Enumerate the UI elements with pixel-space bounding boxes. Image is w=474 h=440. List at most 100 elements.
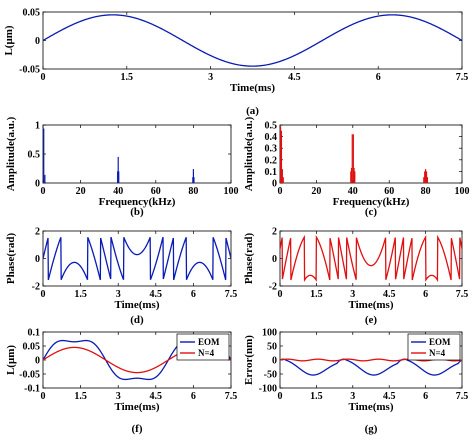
y-axis-label-f: L(μm) bbox=[5, 345, 17, 375]
x-tick-label-a: 6 bbox=[376, 72, 381, 83]
x-tick-label-f: 0 bbox=[41, 391, 46, 402]
y-tick-label-b: 0.5 bbox=[28, 150, 41, 161]
x-axis-label-c: Frequency(kHz) bbox=[333, 196, 410, 208]
y-tick-label-e: 2 bbox=[272, 227, 277, 238]
x-tick-label-g: 3 bbox=[350, 391, 355, 402]
chart-panel-g: 0 1.5 3 4.5 6 7.5-100-50050100Time(ms)Error(n… bbox=[243, 328, 468, 436]
x-tick-label-a: 0 bbox=[41, 72, 46, 83]
x-tick-label-e: 7.5 bbox=[456, 289, 469, 300]
y-axis-label-c: Amplitude(a.u.) bbox=[243, 116, 255, 191]
x-axis-label-f: Time(ms) bbox=[114, 401, 159, 413]
x-tick-label-c: 100 bbox=[455, 186, 470, 197]
x-axis-label-g: Time(ms) bbox=[348, 401, 393, 413]
y-tick-label-f: 0 bbox=[35, 356, 40, 367]
x-tick-label-e: 0 bbox=[278, 289, 283, 300]
y-tick-label-f: -0.1 bbox=[24, 384, 40, 395]
x-tick-label-e: 3 bbox=[350, 289, 355, 300]
x-tick-label-g: 0 bbox=[278, 391, 283, 402]
x-tick-label-f: 7.5 bbox=[225, 391, 238, 402]
y-tick-label-c: 0.5 bbox=[265, 121, 278, 132]
x-tick-label-b: 80 bbox=[188, 186, 198, 197]
x-tick-label-f: 6 bbox=[191, 391, 196, 402]
x-tick-label-d: 7.5 bbox=[225, 289, 238, 300]
legend-label-g: N=4 bbox=[429, 348, 446, 358]
y-tick-label-g: -100 bbox=[259, 384, 277, 395]
x-tick-label-b: 20 bbox=[76, 186, 86, 197]
y-tick-label-f: -0.05 bbox=[19, 370, 40, 381]
y-tick-label-g: 100 bbox=[262, 328, 277, 339]
legend-box-f bbox=[176, 333, 230, 361]
y-tick-label-d: -2 bbox=[32, 282, 40, 293]
plot-area-c bbox=[279, 124, 463, 184]
y-tick-label-e: -2 bbox=[269, 282, 277, 293]
x-tick-label-d: 6 bbox=[191, 289, 196, 300]
caption-a: (a) bbox=[246, 105, 259, 117]
x-tick-label-b: 0 bbox=[41, 186, 46, 197]
x-tick-label-a: 4.5 bbox=[288, 72, 301, 83]
legend-label-g: EOM bbox=[429, 337, 451, 347]
series-line-d-0 bbox=[43, 236, 231, 281]
x-tick-label-d: 4.5 bbox=[150, 289, 163, 300]
x-tick-label-a: 3 bbox=[208, 72, 213, 83]
y-tick-label-e: 0 bbox=[272, 254, 277, 265]
x-tick-label-g: 7.5 bbox=[456, 391, 469, 402]
y-axis-label-d: Phase(rad) bbox=[5, 233, 17, 285]
x-tick-label-c: 60 bbox=[384, 186, 394, 197]
x-tick-label-f: 4.5 bbox=[150, 391, 163, 402]
x-tick-label-g: 4.5 bbox=[383, 391, 396, 402]
plot-area-b bbox=[42, 124, 232, 184]
x-tick-label-b: 100 bbox=[224, 186, 239, 197]
caption-e: (e) bbox=[365, 314, 378, 326]
y-axis-label-g: Error(nm) bbox=[243, 335, 255, 385]
y-tick-label-f: 0.1 bbox=[28, 328, 41, 339]
caption-d: (d) bbox=[130, 314, 144, 326]
series-line-a-0 bbox=[43, 14, 462, 67]
y-tick-label-c: 0 bbox=[272, 179, 277, 190]
chart-panel-f: 0 1.5 3 4.5 6 7.5-0.1-0.0500.050.1Time(ms)L(μ… bbox=[5, 328, 237, 436]
y-tick-label-c: 0.4 bbox=[265, 132, 278, 143]
x-tick-label-c: 20 bbox=[311, 186, 321, 197]
x-axis-label-b: Frequency(kHz) bbox=[99, 196, 176, 208]
plot-area-d bbox=[42, 230, 232, 287]
series-line-e-0 bbox=[280, 234, 462, 283]
y-tick-label-d: 2 bbox=[35, 227, 40, 238]
x-tick-label-e: 6 bbox=[423, 289, 428, 300]
y-tick-label-b: 0 bbox=[35, 179, 40, 190]
x-tick-label-c: 80 bbox=[421, 186, 431, 197]
y-tick-label-a: 0 bbox=[35, 36, 40, 47]
x-tick-label-c: 40 bbox=[348, 186, 358, 197]
chart-panel-b: 0 20 40 60 80 100 0 0.5 1 Frequency(kHz) Amplitude… bbox=[5, 116, 239, 218]
y-tick-label-a: -0.05 bbox=[19, 65, 40, 76]
x-axis-label-e: Time(ms) bbox=[348, 299, 393, 311]
y-axis-label-a: L(μm) bbox=[3, 25, 15, 55]
y-tick-label-c: 0.2 bbox=[265, 155, 278, 166]
x-tick-label-g: 1.5 bbox=[310, 391, 323, 402]
plot-area-a bbox=[42, 11, 463, 70]
y-tick-label-c: 0.1 bbox=[265, 167, 278, 178]
x-tick-label-d: 0 bbox=[41, 289, 46, 300]
y-tick-label-c: 0.3 bbox=[265, 144, 278, 155]
x-tick-label-e: 4.5 bbox=[383, 289, 396, 300]
x-tick-label-g: 6 bbox=[423, 391, 428, 402]
caption-c: (c) bbox=[365, 206, 378, 218]
x-axis-label-a: Time(ms) bbox=[230, 82, 275, 94]
x-tick-label-a: 7.5 bbox=[456, 72, 469, 83]
y-tick-label-g: -50 bbox=[264, 370, 277, 381]
y-tick-label-g: 0 bbox=[272, 356, 277, 367]
x-tick-label-a: 1.5 bbox=[121, 72, 134, 83]
y-axis-label-b: Amplitude(a.u.) bbox=[5, 116, 17, 191]
caption-g: (g) bbox=[365, 423, 378, 435]
x-tick-label-e: 1.5 bbox=[310, 289, 323, 300]
chart-panel-c: 0 20 40 60 80 100 00.10.20.30.40.5 Frequency(kH… bbox=[243, 116, 470, 218]
x-tick-label-c: 0 bbox=[278, 186, 283, 197]
y-tick-label-d: 0 bbox=[35, 254, 40, 265]
caption-f: (f) bbox=[132, 423, 143, 435]
y-tick-label-b: 1 bbox=[35, 121, 40, 132]
caption-b: (b) bbox=[130, 206, 144, 218]
x-tick-label-b: 60 bbox=[151, 186, 161, 197]
legend-label-f: EOM bbox=[198, 337, 220, 347]
